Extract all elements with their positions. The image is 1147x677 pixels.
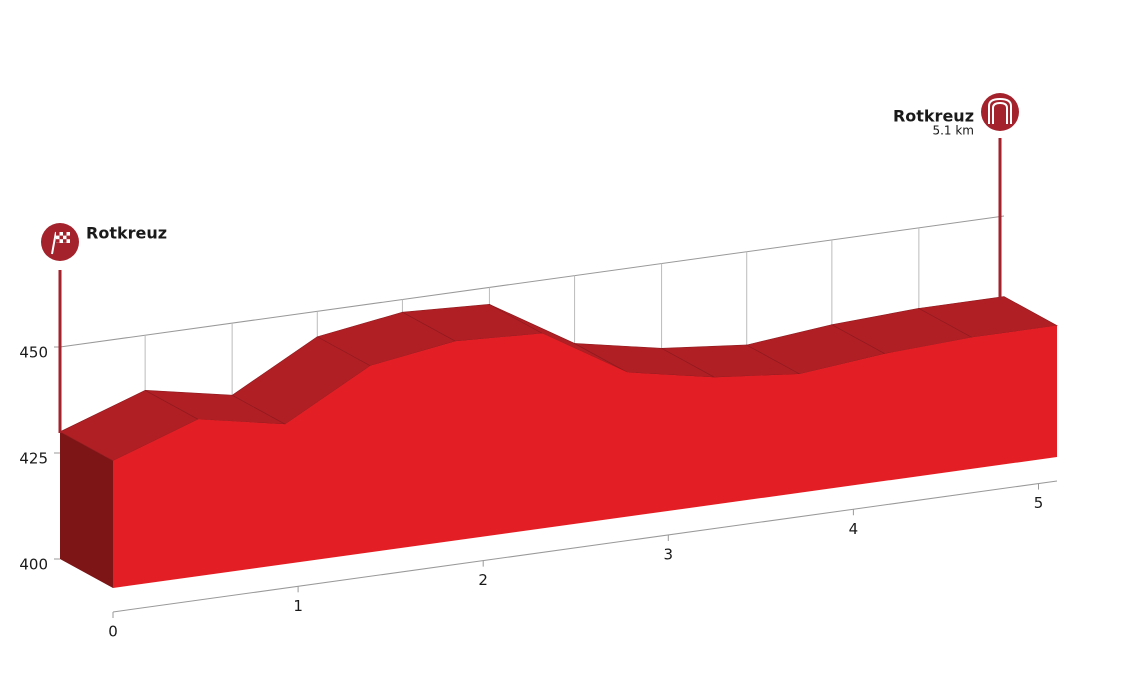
- arch-icon: [988, 97, 1012, 124]
- x-tick-label: 0: [108, 623, 118, 641]
- x-axis: [112, 480, 1058, 613]
- x-tick-label: 4: [849, 520, 859, 538]
- start-marker: Rotkreuz: [41, 223, 167, 433]
- x-tick-label: 3: [664, 545, 674, 563]
- grid-line: [59, 215, 1005, 348]
- grid: [59, 215, 1005, 396]
- y-tick-label: 425: [19, 450, 48, 468]
- finish-label: Rotkreuz: [893, 107, 974, 126]
- x-tick-label: 5: [1034, 494, 1044, 512]
- start-label: Rotkreuz: [86, 224, 167, 243]
- y-tick-label: 450: [19, 344, 48, 362]
- axes: 400 425 450 0 1 2 3 4 5: [19, 344, 1058, 641]
- x-tick-label: 1: [293, 597, 303, 615]
- x-tick-label: 2: [478, 571, 488, 589]
- y-tick-label: 400: [19, 556, 48, 574]
- finish-distance: 5.1 km: [932, 124, 974, 138]
- flag-icon: [51, 231, 70, 255]
- front-face: [113, 325, 1057, 588]
- profile: [59, 296, 1058, 588]
- finish-marker: Rotkreuz 5.1 km: [893, 93, 1019, 300]
- side-face: [60, 431, 113, 588]
